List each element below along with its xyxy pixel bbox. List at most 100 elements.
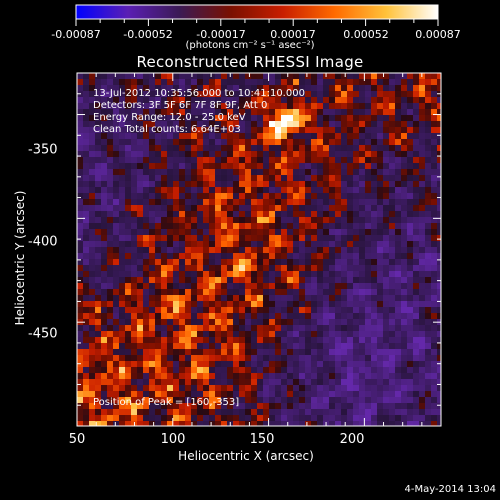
heatmap-cell (119, 259, 126, 266)
heatmap-cell (299, 343, 306, 350)
heatmap-cell (383, 355, 390, 362)
heatmap-cell (161, 133, 168, 140)
heatmap-cell (107, 367, 114, 374)
y-tick-label: -400 (28, 234, 58, 250)
heatmap-cell (293, 199, 300, 206)
heatmap-cell (305, 313, 312, 320)
heatmap-cell (173, 343, 180, 350)
heatmap-cell (239, 115, 246, 122)
heatmap-cell (359, 277, 366, 284)
heatmap-cell (245, 139, 252, 146)
heatmap-cell (149, 139, 156, 146)
heatmap-cell (77, 301, 84, 308)
heatmap-cell (269, 115, 276, 122)
heatmap-cell (131, 181, 138, 188)
heatmap-cell (125, 325, 132, 332)
heatmap-cell (149, 253, 156, 260)
heatmap-cell (335, 199, 342, 206)
heatmap-cell (233, 121, 240, 128)
heatmap-cell (185, 247, 192, 254)
heatmap-cell (419, 211, 426, 218)
heatmap-cell (101, 373, 108, 380)
heatmap-cell (161, 121, 168, 128)
heatmap-cell (221, 217, 228, 224)
heatmap-cell (287, 97, 294, 104)
heatmap-cell (179, 205, 186, 212)
heatmap-cell (419, 97, 426, 104)
heatmap-cell (89, 97, 96, 104)
heatmap-cell (101, 97, 108, 104)
heatmap-cell (323, 217, 330, 224)
heatmap-cell (239, 283, 246, 290)
heatmap-cell (359, 121, 366, 128)
heatmap-cell (239, 265, 246, 272)
heatmap-cell (437, 343, 441, 350)
heatmap-cell (287, 349, 294, 356)
heatmap-cell (77, 205, 84, 212)
heatmap-cell (335, 331, 342, 338)
heatmap-cell (173, 133, 180, 140)
heatmap-cell (257, 145, 264, 152)
heatmap-cell (89, 115, 96, 122)
heatmap-cell (89, 241, 96, 248)
heatmap-cell (89, 271, 96, 278)
heatmap-cell (419, 151, 426, 158)
heatmap-cell (341, 271, 348, 278)
heatmap-cell (353, 259, 360, 266)
heatmap-cell (95, 415, 102, 422)
heatmap-cell (293, 217, 300, 224)
heatmap-cell (407, 217, 414, 224)
heatmap-cell (251, 97, 258, 104)
heatmap-cell (143, 409, 150, 416)
heatmap-cell (137, 253, 144, 260)
heatmap-cell (419, 337, 426, 344)
heatmap-cell (311, 313, 318, 320)
heatmap-cell (161, 127, 168, 134)
heatmap-cell (185, 145, 192, 152)
heatmap-cell (101, 313, 108, 320)
heatmap-cell (323, 175, 330, 182)
heatmap-cell (89, 229, 96, 236)
heatmap-cell (359, 235, 366, 242)
heatmap-cell (107, 217, 114, 224)
heatmap-cell (299, 277, 306, 284)
heatmap-cell (143, 265, 150, 272)
heatmap-cell (371, 373, 378, 380)
heatmap-cell (269, 325, 276, 332)
heatmap-cell (95, 85, 102, 92)
heatmap-cell (383, 73, 390, 80)
heatmap-cell (419, 241, 426, 248)
heatmap-cell (383, 307, 390, 314)
heatmap-cell (269, 331, 276, 338)
heatmap-cell (359, 301, 366, 308)
heatmap-cell (215, 283, 222, 290)
heatmap-cell (299, 235, 306, 242)
heatmap-cell (341, 247, 348, 254)
heatmap-cell (275, 367, 282, 374)
heatmap-cell (89, 79, 96, 86)
heatmap-cell (149, 283, 156, 290)
heatmap-cell (347, 307, 354, 314)
heatmap-cell (251, 241, 258, 248)
heatmap-cell (311, 265, 318, 272)
heatmap-cell (209, 331, 216, 338)
heatmap-cell (125, 139, 132, 146)
heatmap-cell (359, 373, 366, 380)
heatmap-cell (77, 103, 84, 110)
heatmap-cell (257, 193, 264, 200)
heatmap-cell (335, 301, 342, 308)
heatmap-cell (317, 103, 324, 110)
heatmap-cell (173, 277, 180, 284)
heatmap-cell (263, 115, 270, 122)
heatmap-cell (431, 223, 438, 230)
heatmap-cell (419, 259, 426, 266)
heatmap-cell (107, 85, 114, 92)
heatmap-cell (161, 139, 168, 146)
heatmap-cell (233, 73, 240, 80)
heatmap-cell (227, 127, 234, 134)
heatmap-cell (119, 241, 126, 248)
heatmap-cell (197, 163, 204, 170)
heatmap-cell (287, 121, 294, 128)
heatmap-cell (191, 247, 198, 254)
heatmap-cell (203, 331, 210, 338)
